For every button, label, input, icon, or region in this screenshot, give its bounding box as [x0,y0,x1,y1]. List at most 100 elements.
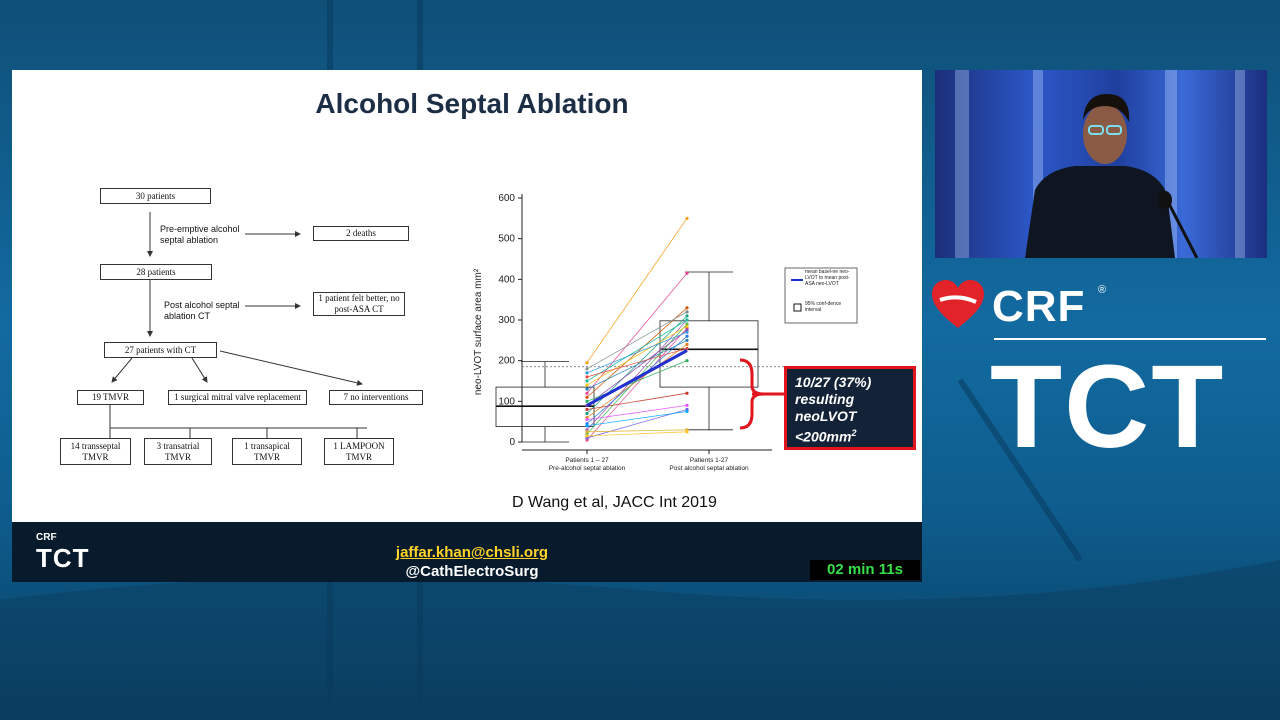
patient-point-post [685,342,689,346]
callout-brace [739,358,784,430]
brand-registered-mark: ® [1098,284,1107,296]
session-timer: 02 min 11s [810,560,920,580]
patient-point-post [685,330,689,334]
flow-box-28-patients: 28 patients [100,264,212,280]
x-category-sublabel: Post alcohol septal ablation [669,465,749,472]
flow-box-30-patients: 30 patients [100,188,211,204]
callout-line-4: <200mm2 [795,425,905,446]
y-axis-label: neo-LVOT surface area mm² [473,268,484,395]
crf-heart-logo-icon [932,280,984,328]
legend-ci-swatch [793,303,802,312]
patient-point-post [685,314,689,318]
patient-line [586,429,688,433]
patient-point-post [685,338,689,342]
x-category-label: Patients 1 – 27 [565,457,609,464]
patient-point-pre [585,395,589,399]
patient-line [586,348,688,378]
legend-ci-label: 95% conf-dence interval [805,301,842,313]
flow-box-27-patients: 27 patients with CT [104,342,217,358]
patient-point-post [685,359,689,363]
patient-line [586,218,688,363]
patient-point-pre [585,418,589,422]
brand-crf-text: CRF [992,282,1086,331]
y-tick-label: 400 [498,274,515,285]
brand-divider [994,338,1266,340]
patient-point-post [685,306,689,310]
patient-point-post [685,310,689,314]
flowchart-connectors [109,212,367,438]
patient-line [586,311,688,370]
callout-box: 10/27 (37%) resulting neoLVOT <200mm2 [784,366,916,450]
flow-box-transseptal: 14 transseptal TMVR [60,438,131,465]
patient-line [586,335,688,425]
patient-point-post [685,318,689,322]
patient-line [586,327,688,441]
patient-line [586,411,688,427]
flow-box-19-tmvr: 19 TMVR [77,390,144,405]
footer-logo: CRF TCT [36,532,90,574]
patient-line [586,331,688,374]
presenter-email-link[interactable]: jaffar.khan@chsli.org [395,544,549,561]
y-tick-label: 200 [498,356,515,367]
crf-tct-brand-panel: CRF ® TCT [930,276,1270,476]
neo-lvot-chart: neo-LVOT surface area mm² 0 100 200 300 400 5… [473,193,858,472]
patient-point-pre [585,411,589,416]
presenter-webcam [935,70,1267,258]
patient-line [586,431,688,437]
patient-point-pre [585,424,589,428]
patient-point-post [685,403,689,407]
callout-line-2: resulting [795,391,855,407]
x-category-label: Patients 1-27 [690,457,729,464]
patient-point-post [685,409,689,414]
y-tick-label: 100 [498,396,515,407]
patient-point-pre [585,361,589,365]
slide-citation: D Wang et al, JACC Int 2019 [512,494,717,511]
flow-box-no-interventions: 7 no interventions [329,390,423,405]
patient-point-post [685,430,689,434]
patient-point-post [685,324,689,328]
y-tick-label: 500 [498,234,515,245]
callout-line-4-text: <200mm [795,428,852,445]
patient-point-pre [585,434,589,438]
flow-box-felt-better: 1 patient felt better, no post-ASA CT [313,292,405,316]
patient-line [586,319,688,431]
patient-line [586,325,688,386]
patient-point-pre [585,407,589,412]
patient-point-pre [585,399,589,403]
flow-label-post-ct: Post alcohol septal ablation CT [164,300,240,321]
presentation-slide: Alcohol Septal Ablation 30 patients Pre-… [12,70,922,522]
patient-point-pre [585,367,589,371]
flow-box-transapical: 1 transapical TMVR [232,438,302,465]
chart-legend-box [784,267,858,324]
patient-point-pre [585,379,589,383]
patient-line [586,405,688,421]
presenter-silhouette [955,70,1245,258]
flow-box-transatrial: 3 transatrial TMVR [144,438,212,465]
flow-box-lampoon: 1 LAMPOON TMVR [324,438,394,465]
patient-point-pre [585,430,589,434]
patient-point-pre [585,391,589,395]
footer-logo-crf: CRF [36,532,57,543]
flow-label-preemptive: Pre-emptive alcohol septal ablation [160,224,240,245]
y-tick-label: 600 [498,193,515,204]
patient-line [586,272,688,394]
callout-line-1: 10/27 (37%) [795,374,872,390]
patient-point-pre [585,387,589,391]
legend-mean-label: mean basel-ne neo-LVOT to mean post-ASA … [805,269,850,287]
patient-point-pre [585,375,589,379]
y-tick-label: 300 [498,315,515,326]
flow-box-deaths: 2 deaths [313,226,409,241]
presenter-handle: @CathElectroSurg [405,563,539,580]
patient-point-post [685,216,689,220]
slide-footer: CRF TCT jaffar.khan@chsli.org @CathElect… [12,522,922,582]
callout-line-3: neoLVOT [795,408,857,424]
patient-point-pre [585,371,589,375]
mean-line [586,349,688,407]
patient-point-post [685,334,689,338]
slide-title: Alcohol Septal Ablation [315,88,629,119]
patient-point-post [685,271,689,275]
y-tick-label: 0 [509,437,515,448]
patient-line [586,319,688,382]
footer-logo-tct: TCT [36,543,90,573]
callout-superscript: 2 [851,428,857,438]
